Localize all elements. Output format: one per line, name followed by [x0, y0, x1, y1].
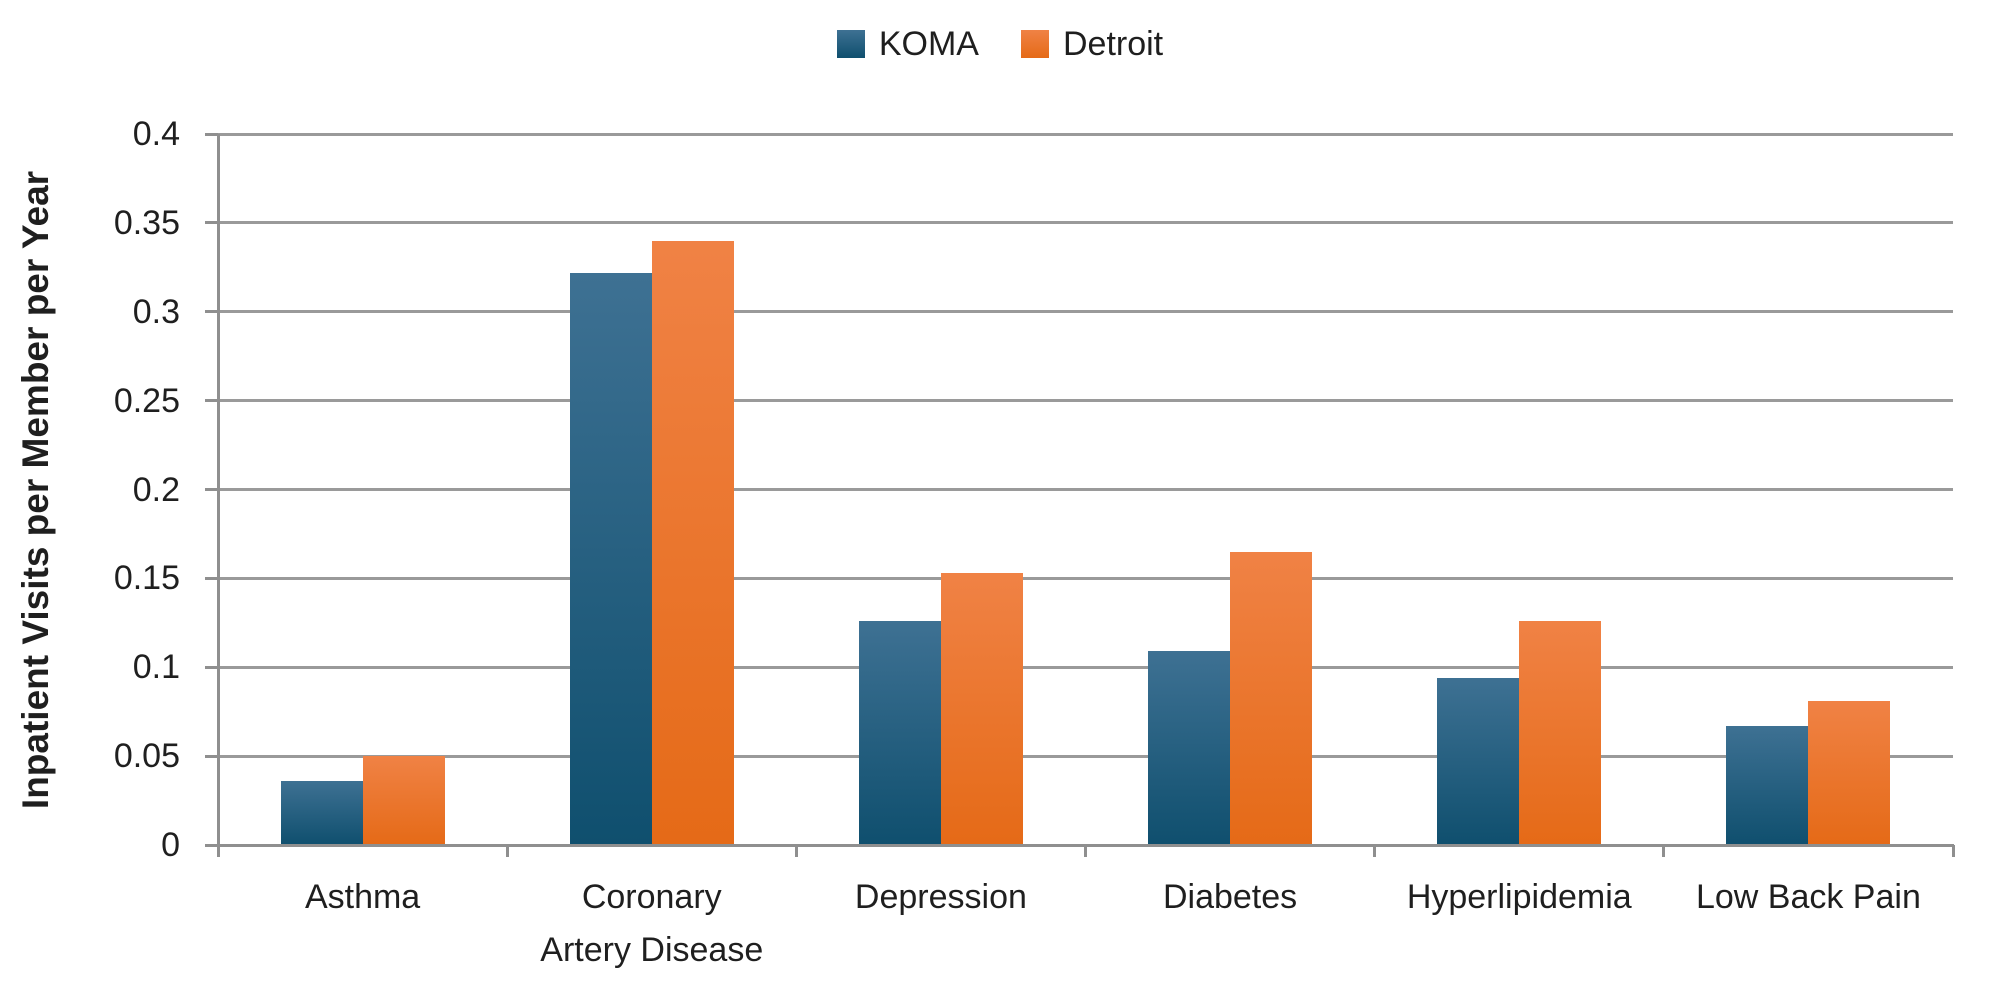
x-axis-label-diabetes: Diabetes	[1162, 878, 1298, 916]
x-tick-mark	[1662, 845, 1666, 857]
x-tick-mark	[1084, 845, 1087, 857]
x-tick-mark	[505, 845, 509, 857]
y-tick-label: 0.05	[113, 737, 180, 776]
bar-detroit-coronary-artery-disease	[651, 240, 734, 845]
y-tick-label: 0.15	[113, 559, 180, 598]
bar-koma-asthma	[280, 781, 363, 845]
legend-label-koma: KOMA	[878, 25, 979, 63]
gridline	[218, 221, 1953, 225]
gridline	[218, 488, 1953, 491]
legend-item-detroit: Detroit	[1020, 24, 1164, 64]
gridline	[218, 754, 1953, 758]
legend-label-detroit: Detroit	[1062, 25, 1164, 63]
bar-koma-hyperlipidemia	[1437, 677, 1520, 845]
koma-swatch-icon	[836, 30, 865, 58]
y-tick-mark	[205, 310, 218, 314]
bar-koma-low-back-pain	[1726, 725, 1809, 845]
legend: KOMA Detroit	[0, 24, 2000, 64]
bar-detroit-low-back-pain	[1808, 701, 1891, 845]
y-tick-label: 0.35	[113, 203, 180, 242]
y-tick-label: 0.1	[132, 648, 180, 687]
bar-detroit-asthma	[362, 756, 445, 845]
gridline	[218, 576, 1953, 580]
y-tick-label: 0.2	[132, 470, 180, 509]
y-tick-label: 0	[161, 826, 180, 864]
y-axis	[216, 134, 220, 856]
y-tick-label: 0.25	[113, 381, 180, 420]
y-tick-mark	[205, 665, 218, 669]
y-tick-mark	[205, 488, 218, 491]
x-axis	[205, 843, 1954, 847]
x-tick-mark	[1951, 845, 1955, 857]
x-axis-label-asthma: Asthma	[304, 878, 421, 916]
x-tick-mark	[1373, 845, 1377, 857]
y-tick-mark	[205, 576, 218, 580]
y-tick-mark	[205, 221, 218, 225]
bar-detroit-hyperlipidemia	[1519, 621, 1602, 845]
x-axis-label-low-back-pain: Low Back Pain	[1695, 878, 1921, 916]
x-axis-label-hyperlipidemia: Hyperlipidemia	[1406, 878, 1632, 916]
y-tick-mark	[205, 132, 218, 136]
bar-koma-coronary-artery-disease	[569, 272, 652, 845]
gridline	[218, 132, 1953, 136]
x-tick-mark	[794, 845, 798, 857]
legend-item-koma: KOMA	[836, 24, 979, 64]
bar-koma-depression	[858, 621, 941, 845]
y-tick-mark	[205, 754, 218, 758]
x-axis-label-depression: Depression	[854, 878, 1027, 916]
detroit-swatch-icon	[1020, 30, 1049, 58]
bar-detroit-diabetes	[1230, 551, 1313, 845]
bar-detroit-depression	[940, 573, 1023, 845]
gridline	[218, 665, 1953, 669]
y-tick-label: 0.3	[132, 292, 180, 331]
x-axis-label-coronary-artery-disease: Coronary Artery Disease	[540, 878, 764, 969]
plot-area: 0 0.05 0.1 0.15 0.2 0.25 0.3 0.35 0.4 Asthma Coron…	[114, 115, 1955, 969]
y-tick-mark	[205, 399, 218, 403]
gridline	[218, 310, 1953, 314]
gridline	[218, 399, 1953, 403]
bar-koma-diabetes	[1148, 651, 1231, 845]
y-tick-label: 0.4	[132, 115, 180, 153]
